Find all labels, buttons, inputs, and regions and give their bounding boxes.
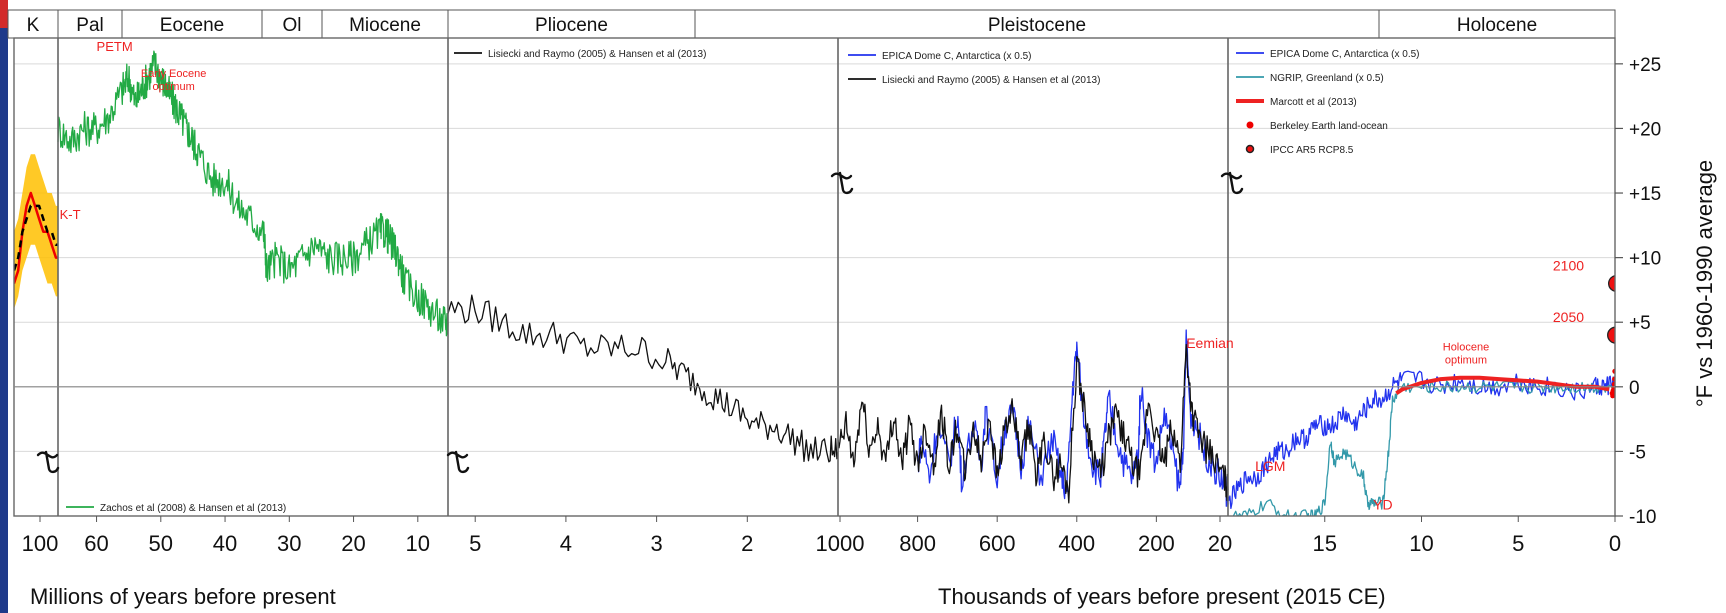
legend-marker-ipcc-ar5-rcp8-5 — [1245, 144, 1255, 154]
legends: Lisiecki and Raymo (2005) & Hansen et al… — [66, 49, 1420, 514]
era-label-eocene: Eocene — [160, 15, 224, 36]
legend-label-epica-dome-c-antarctica-x-0-5: EPICA Dome C, Antarctica (x 0.5) — [1270, 49, 1420, 60]
x-tick-label: 800 — [899, 531, 936, 556]
line-series-1 — [14, 191, 58, 284]
legend-marker-berkeley-earth-land-ocean — [1246, 121, 1254, 129]
x-tick-label: 10 — [1409, 531, 1433, 556]
line-series-2 — [14, 204, 58, 271]
legend-label-marcott-et-al-2013: Marcott et al (2013) — [1270, 97, 1357, 108]
legend-label-ipcc-ar5-rcp8-5: IPCC AR5 RCP8.5 — [1270, 145, 1354, 156]
axis-break-icon — [36, 450, 60, 474]
x-tick-label: 20 — [341, 531, 365, 556]
annotation-k-t: K-T — [60, 207, 81, 222]
legend-label-lisiecki-and-raymo-2005-hansen-et-al-2013: Lisiecki and Raymo (2005) & Hansen et al… — [882, 75, 1100, 86]
line-epica-dome-c-antarctica-x-0-5 — [1227, 370, 1615, 510]
x-tick-label: 30 — [277, 531, 301, 556]
era-label-ol: Ol — [283, 15, 302, 36]
plot-border — [13, 37, 1616, 517]
x-tick-label: 3 — [650, 531, 662, 556]
line-lisiecki-and-raymo-2005-hansen-et-al-2013 — [447, 294, 839, 463]
x-tick-label: 15 — [1313, 531, 1337, 556]
era-header-frame — [7, 9, 1616, 39]
x-tick-label: 200 — [1138, 531, 1175, 556]
annotation-yd: YD — [1373, 497, 1392, 513]
annotation-line: optimum — [1445, 355, 1487, 367]
x-tick-label: 5 — [1512, 531, 1524, 556]
era-header: K Pal Eocene Ol Miocene Pliocene Pleistocene Ho… — [7, 9, 1616, 39]
x-axis-label-millions: Millions of years before present — [30, 584, 336, 609]
x-tick-label: 400 — [1058, 531, 1095, 556]
band-cretaceous — [14, 154, 58, 310]
legend-label-zachos-et-al-2008-hansen-et-al-2013: Zachos et al (2008) & Hansen et al (2013… — [100, 503, 286, 514]
y-tick-label: -10 — [1629, 507, 1656, 528]
era-label-k: K — [27, 15, 40, 36]
x-tick-label: 100 — [22, 531, 59, 556]
y-tick-label: +20 — [1629, 119, 1661, 140]
y-tick-label: +25 — [1629, 55, 1661, 76]
left-edge-red-accent — [0, 0, 8, 28]
legend-label-berkeley-earth-land-ocean: Berkeley Earth land-ocean — [1270, 121, 1388, 132]
annotation-eemian: Eemian — [1186, 335, 1233, 351]
x-tick-label: 10 — [406, 531, 430, 556]
line-zachos-et-al-2008-hansen-et-al-2013 — [57, 50, 449, 337]
panel-cretaceous-series — [14, 154, 58, 310]
annotation-2100: 2100 — [1553, 258, 1584, 274]
annotation-petm: PETM — [97, 39, 133, 54]
y-tick-label: +10 — [1629, 249, 1661, 270]
x-tick-label: 1000 — [816, 531, 865, 556]
point-berkeley-earth-land-ocean — [1611, 381, 1615, 387]
annotation-early-eocene-optimum: Early Eocene optimum — [141, 68, 206, 93]
annotation-lgm: LGM — [1255, 458, 1285, 474]
annotation-line: Early Eocene — [141, 68, 206, 80]
era-label-pal: Pal — [76, 15, 103, 36]
axis-break-icon — [446, 450, 470, 474]
x-tick-label: 2 — [741, 531, 753, 556]
y-tick-label: +5 — [1629, 313, 1651, 334]
y-axis-label: °F vs 1960-1990 average — [1692, 160, 1717, 407]
x-tick-label: 0 — [1609, 531, 1621, 556]
point-berkeley-earth-land-ocean — [1612, 376, 1615, 382]
panel-cenozoic-series — [57, 50, 449, 337]
era-label-pleistocene: Pleistocene — [988, 15, 1086, 36]
panel-pliocene-series — [447, 294, 839, 463]
y-tick-label: -5 — [1629, 442, 1646, 463]
era-label-miocene: Miocene — [349, 15, 421, 36]
x-tick-label: 60 — [84, 531, 108, 556]
point-ipcc-ar5-rcp8-5 — [1607, 326, 1615, 344]
x-tick-label: 50 — [149, 531, 173, 556]
x-tick-label: 4 — [560, 531, 572, 556]
legend-label-epica-dome-c-antarctica-x-0-5: EPICA Dome C, Antarctica (x 0.5) — [882, 51, 1032, 62]
annotation-holocene-optimum: Holocene optimum — [1443, 342, 1489, 367]
annotation-line: optimum — [153, 81, 195, 93]
axis-labels: °F vs 1960-1990 average Millions of years… — [30, 160, 1717, 609]
left-edge-decoration — [0, 0, 8, 613]
line-lisiecki-and-raymo-2005-hansen-et-al-2013 — [837, 343, 1229, 504]
plot-frame — [13, 37, 1616, 517]
axis-break-icon — [1220, 171, 1244, 195]
panel-pleistocene-series — [837, 329, 1229, 508]
axis-break-icon — [830, 171, 854, 195]
x-axis-label-thousands: Thousands of years before present (2015 … — [938, 584, 1386, 609]
x-tick-label: 20 — [1208, 531, 1232, 556]
annotation-line: Holocene — [1443, 342, 1489, 354]
y-tick-label: 0 — [1629, 378, 1640, 399]
x-tick-label: 40 — [213, 531, 237, 556]
legend-label-lisiecki-and-raymo-2005-hansen-et-al-2013: Lisiecki and Raymo (2005) & Hansen et al… — [488, 49, 706, 60]
era-label-holocene: Holocene — [1457, 15, 1537, 36]
x-tick-label: 600 — [979, 531, 1016, 556]
era-label-pliocene: Pliocene — [535, 15, 608, 36]
point-berkeley-earth-land-ocean — [1610, 392, 1615, 398]
point-ipcc-ar5-rcp8-5 — [1607, 274, 1615, 292]
legend-label-ngrip-greenland-x-0-5: NGRIP, Greenland (x 0.5) — [1270, 73, 1384, 84]
x-tick-label: 5 — [469, 531, 481, 556]
y-tick-label: +15 — [1629, 184, 1661, 205]
annotation-2050: 2050 — [1553, 309, 1584, 325]
